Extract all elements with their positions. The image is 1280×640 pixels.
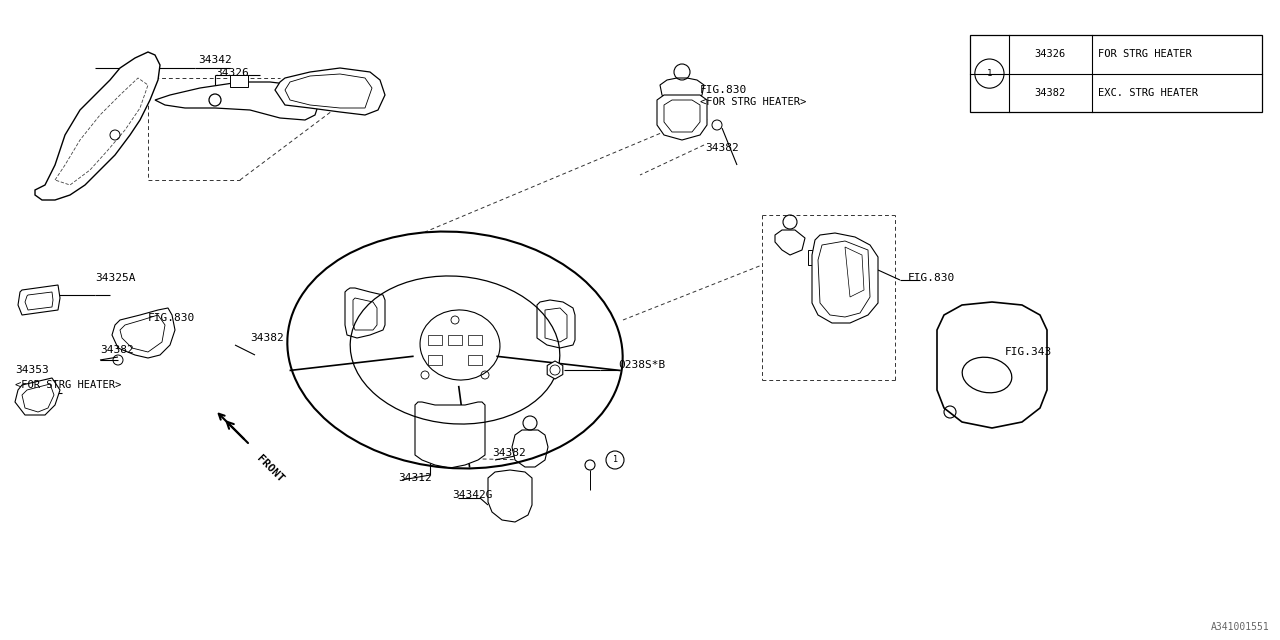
Polygon shape [285,74,372,108]
Polygon shape [155,82,320,120]
Text: 34382: 34382 [1034,88,1066,98]
Polygon shape [415,402,485,468]
Text: FRONT: FRONT [255,453,285,484]
Polygon shape [657,95,707,140]
Polygon shape [35,52,160,200]
Text: FIG.830: FIG.830 [908,273,955,283]
Text: 1: 1 [987,69,992,78]
Bar [468,335,483,345]
Polygon shape [664,100,700,132]
Polygon shape [346,288,385,338]
Text: 0238S*B: 0238S*B [618,360,666,370]
Polygon shape [548,361,563,379]
Polygon shape [774,230,805,255]
Polygon shape [818,241,870,317]
Text: <FOR STRG HEATER>: <FOR STRG HEATER> [700,97,806,107]
Text: 34342: 34342 [198,55,232,65]
Text: 34326: 34326 [215,68,248,78]
Polygon shape [275,68,385,115]
Polygon shape [808,250,826,265]
Polygon shape [15,378,60,415]
Polygon shape [353,298,378,330]
Text: FOR STRG HEATER: FOR STRG HEATER [1098,49,1192,60]
Text: 1: 1 [613,456,617,465]
Text: 34326: 34326 [1034,49,1066,60]
Polygon shape [55,78,148,185]
Text: 34382: 34382 [492,448,526,458]
Text: 34325A: 34325A [95,273,136,283]
Text: 34382: 34382 [250,333,284,343]
Text: FIG.343: FIG.343 [1005,347,1052,357]
Bar [468,355,483,365]
Text: 34312: 34312 [398,473,431,483]
Text: 34382: 34382 [100,345,133,355]
Polygon shape [660,78,704,110]
Polygon shape [230,75,248,87]
Text: 34353: 34353 [15,365,49,375]
Text: FIG.830: FIG.830 [700,85,748,95]
Text: <FOR STRG HEATER>: <FOR STRG HEATER> [15,380,122,390]
Text: EXC. STRG HEATER: EXC. STRG HEATER [1098,88,1198,98]
Bar [448,335,462,345]
Polygon shape [845,247,864,297]
Polygon shape [545,308,567,342]
Text: A341001551: A341001551 [1211,622,1270,632]
Bar [428,355,442,365]
Bar [428,335,442,345]
Polygon shape [812,233,878,323]
Polygon shape [538,300,575,348]
Polygon shape [488,470,532,522]
Polygon shape [120,315,165,352]
Text: FIG.830: FIG.830 [148,313,196,323]
Polygon shape [937,302,1047,428]
Polygon shape [22,384,54,412]
Polygon shape [113,308,175,358]
Polygon shape [512,430,548,467]
Polygon shape [18,285,60,315]
Text: 34342G: 34342G [452,490,493,500]
Polygon shape [26,292,52,310]
Text: 34382: 34382 [705,143,739,153]
Bar [970,35,1262,112]
